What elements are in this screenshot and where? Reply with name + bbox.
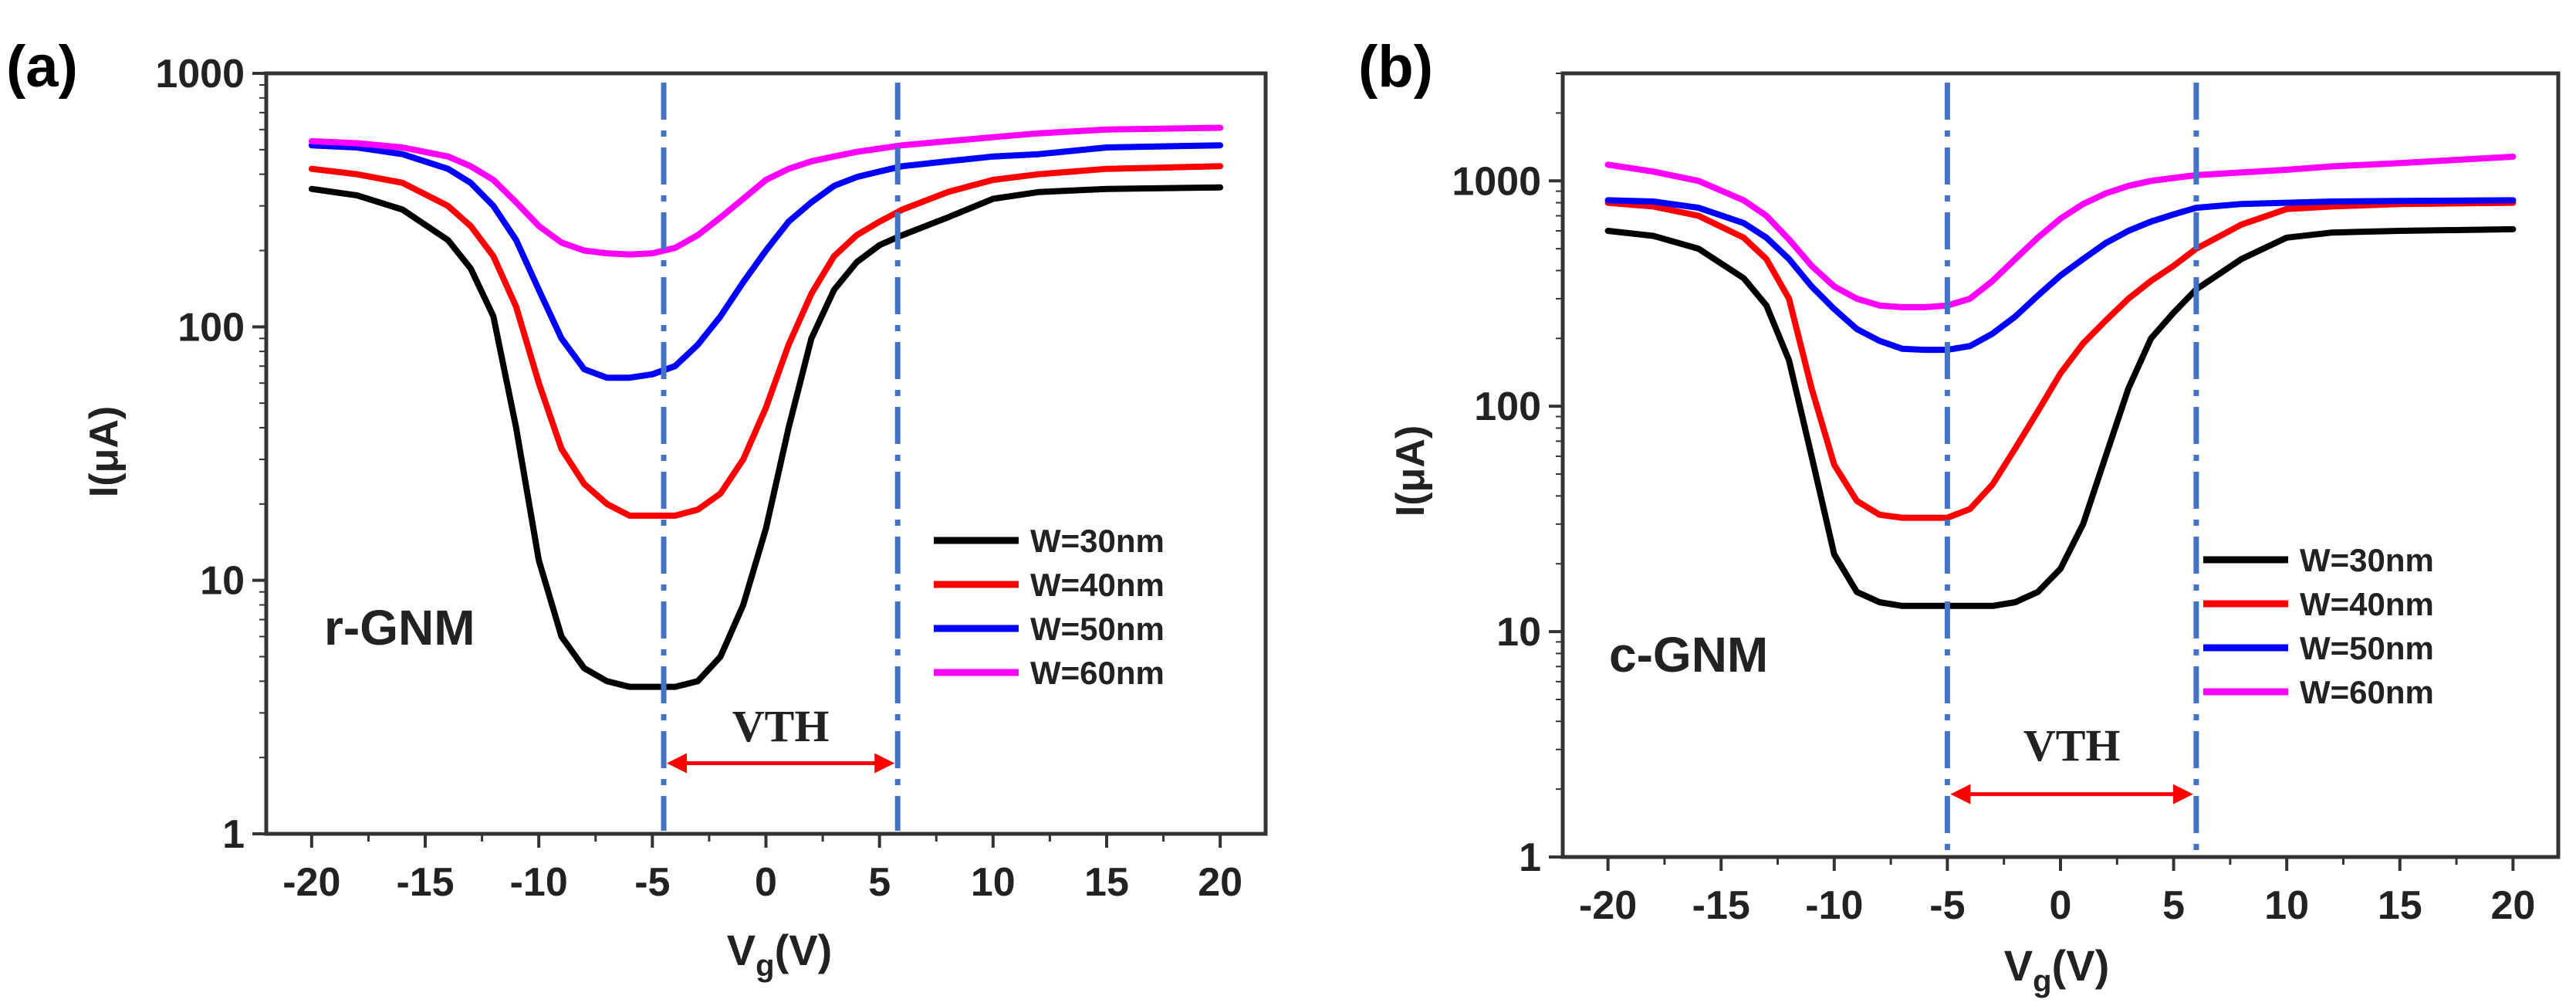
vth-arrow-head-left — [667, 753, 688, 774]
legend-label: W=50nm — [2300, 630, 2434, 666]
y-tick-label: 1000 — [155, 52, 245, 97]
x-axis-label-main: V — [2004, 941, 2033, 990]
y-tick-label: 1000 — [1452, 159, 1541, 204]
series-line-w-60nm — [308, 124, 1224, 258]
legend: W=30nm W=40nm W=50nm W=60nm — [934, 523, 1165, 691]
vth-label: VTH — [732, 701, 830, 751]
x-tick-label: -20 — [1579, 883, 1637, 928]
x-tick-label: 10 — [971, 860, 1016, 905]
x-tick-label: 0 — [2050, 883, 2072, 928]
series-line-w-50nm — [1604, 197, 2517, 354]
x-tick-label: 15 — [1084, 860, 1129, 905]
y-tick-label: 1 — [1519, 835, 1541, 880]
series-line-w-30nm — [308, 184, 1224, 690]
x-tick-label: 20 — [1198, 860, 1242, 905]
vth-arrow-head-left — [1950, 784, 1971, 804]
x-axis-label-sub: g — [756, 949, 774, 983]
x-axis-label-unit: (V) — [775, 926, 833, 974]
sample-annotation: c-GNM — [1609, 627, 1768, 683]
series-line-w-40nm — [1604, 199, 2517, 521]
y-tick-label: 100 — [1474, 384, 1541, 429]
x-axis-label: Vg(V) — [727, 926, 832, 983]
x-tick-label: 0 — [755, 860, 777, 905]
series-line-w-40nm — [308, 163, 1224, 519]
x-tick-label: -5 — [634, 860, 670, 905]
vth-arrow-head-right — [2172, 784, 2193, 804]
x-axis-label: Vg(V) — [2004, 941, 2109, 998]
x-tick-label: -20 — [282, 860, 340, 905]
x-axis-label-sub: g — [2033, 964, 2051, 998]
y-tick-label: 10 — [1496, 610, 1541, 655]
series-line-w-60nm — [1604, 154, 2517, 310]
x-tick-label: 5 — [2162, 883, 2185, 928]
x-tick-label: 20 — [2490, 883, 2535, 928]
legend-label: W=50nm — [1030, 611, 1165, 647]
x-tick-label: -15 — [1692, 883, 1750, 928]
legend-label: W=30nm — [1030, 523, 1165, 559]
x-axis-label-main: V — [727, 926, 756, 974]
y-axis-label: I(μA) — [1388, 425, 1433, 517]
x-tick-label: -15 — [396, 860, 454, 905]
legend: W=30nm W=40nm W=50nm W=60nm — [2203, 542, 2434, 710]
legend-label: W=40nm — [1030, 567, 1165, 603]
sample-annotation: r-GNM — [324, 600, 475, 655]
x-axis-label-unit: (V) — [2052, 941, 2110, 990]
legend-label: W=40nm — [2300, 586, 2434, 622]
panel-b: (b) I(μA) Vg(V) -20 -15 -10 -5 0 5 10 15 20 1 10 10… — [1358, 34, 2561, 998]
y-axis-label: I(μA) — [82, 406, 127, 497]
x-tick-label: -10 — [510, 860, 568, 905]
y-tick-label: 1 — [222, 812, 245, 857]
legend-label: W=60nm — [2300, 674, 2434, 710]
legend-label: W=30nm — [2300, 542, 2434, 578]
x-tick-label: -5 — [1929, 883, 1965, 928]
panel-label: (a) — [6, 34, 78, 100]
series-line-w-30nm — [1604, 225, 2517, 609]
legend-label: W=60nm — [1030, 655, 1165, 691]
x-tick-label: 15 — [2378, 883, 2422, 928]
panel-label: (b) — [1358, 34, 1433, 100]
vth-arrow-head-right — [874, 753, 895, 774]
x-tick-label: 10 — [2264, 883, 2309, 928]
series-line-w-50nm — [308, 142, 1224, 381]
panel-a: (a) I(μA) Vg(V) -20 -15 -10 -5 0 5 10 15 20 1 10 10… — [6, 34, 1268, 983]
y-tick-label: 10 — [200, 559, 245, 604]
y-tick-label: 100 — [177, 305, 245, 350]
x-tick-label: 5 — [868, 860, 891, 905]
x-tick-label: -10 — [1805, 883, 1863, 928]
vth-label: VTH — [2023, 720, 2121, 771]
